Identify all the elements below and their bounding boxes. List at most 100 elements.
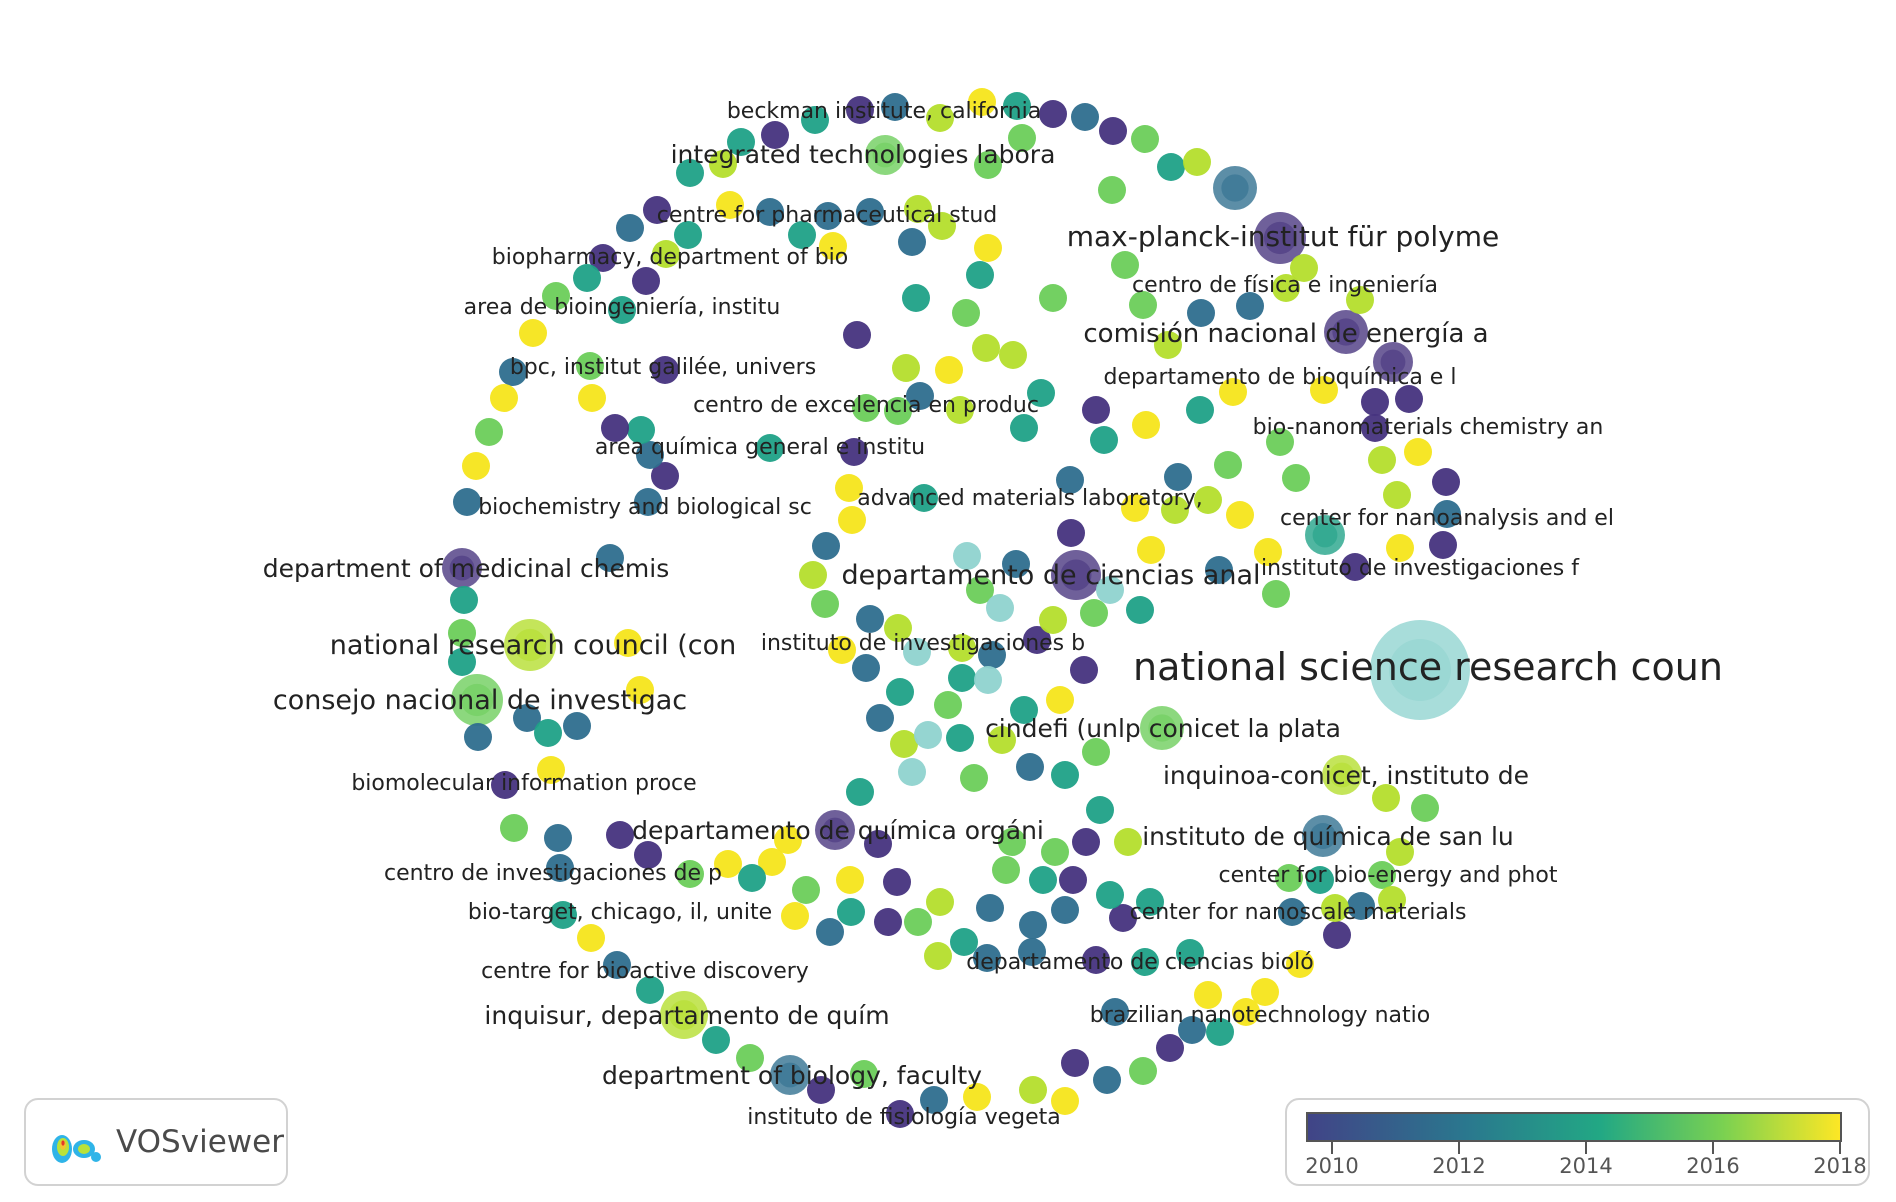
node[interactable] — [976, 894, 1004, 922]
node[interactable] — [948, 634, 976, 662]
node[interactable] — [1194, 981, 1222, 1009]
node[interactable] — [634, 841, 662, 869]
node[interactable] — [1275, 864, 1303, 892]
node[interactable] — [643, 196, 671, 224]
node[interactable] — [1395, 385, 1423, 413]
node[interactable] — [578, 384, 606, 412]
node[interactable] — [702, 1026, 730, 1054]
cluster-node[interactable] — [1023, 626, 1051, 654]
node[interactable] — [874, 908, 902, 936]
cluster-node[interactable] — [1131, 948, 1159, 976]
node[interactable] — [1156, 1034, 1184, 1062]
node[interactable] — [1194, 486, 1222, 514]
node[interactable] — [519, 319, 547, 347]
node[interactable] — [856, 605, 884, 633]
node[interactable] — [676, 860, 704, 888]
cluster-node[interactable] — [491, 771, 519, 799]
node[interactable] — [626, 676, 654, 704]
node[interactable] — [1099, 117, 1127, 145]
cluster-node[interactable] — [814, 202, 842, 230]
node[interactable] — [881, 93, 909, 121]
node[interactable] — [788, 221, 816, 249]
node[interactable] — [1286, 950, 1314, 978]
cluster-node[interactable] — [756, 434, 784, 462]
node[interactable] — [799, 561, 827, 589]
node[interactable] — [774, 826, 802, 854]
node[interactable] — [999, 341, 1027, 369]
node[interactable] — [1251, 978, 1279, 1006]
node[interactable] — [960, 764, 988, 792]
node[interactable] — [1306, 866, 1334, 894]
node[interactable] — [1164, 463, 1192, 491]
node[interactable] — [902, 284, 930, 312]
node[interactable] — [972, 334, 1000, 362]
node[interactable] — [1131, 125, 1159, 153]
node[interactable] — [738, 864, 766, 892]
node[interactable] — [1039, 100, 1067, 128]
node[interactable] — [1383, 481, 1411, 509]
node[interactable] — [1008, 124, 1036, 152]
node[interactable] — [1232, 998, 1260, 1026]
node[interactable] — [1082, 396, 1110, 424]
cluster-node[interactable] — [608, 296, 636, 324]
node[interactable] — [1046, 686, 1074, 714]
node[interactable] — [1070, 656, 1098, 684]
node[interactable] — [1039, 606, 1067, 634]
node[interactable] — [1096, 881, 1124, 909]
node[interactable] — [812, 532, 840, 560]
cluster-node[interactable] — [603, 951, 631, 979]
node[interactable] — [513, 704, 541, 732]
node[interactable] — [838, 506, 866, 534]
node[interactable] — [1266, 428, 1294, 456]
node[interactable] — [1361, 388, 1389, 416]
cluster-node[interactable] — [546, 854, 574, 882]
node[interactable] — [627, 416, 655, 444]
node[interactable] — [1186, 396, 1214, 424]
node[interactable] — [500, 814, 528, 842]
node[interactable] — [1059, 866, 1087, 894]
node[interactable] — [577, 924, 605, 952]
node[interactable] — [542, 282, 570, 310]
node[interactable] — [886, 678, 914, 706]
node[interactable] — [490, 384, 518, 412]
node[interactable] — [816, 918, 844, 946]
node[interactable] — [884, 614, 912, 642]
node[interactable] — [596, 544, 624, 572]
node[interactable] — [1114, 828, 1142, 856]
node[interactable] — [837, 898, 865, 926]
node[interactable] — [974, 234, 1002, 262]
node[interactable] — [1010, 414, 1038, 442]
node[interactable] — [1411, 794, 1439, 822]
cluster-node[interactable] — [1368, 861, 1396, 889]
node[interactable] — [756, 198, 784, 226]
cluster-node[interactable] — [1341, 553, 1369, 581]
cluster-node[interactable] — [651, 356, 679, 384]
node[interactable] — [914, 721, 942, 749]
node[interactable] — [1051, 761, 1079, 789]
node[interactable] — [850, 1060, 878, 1088]
node[interactable] — [674, 221, 702, 249]
node[interactable] — [1057, 519, 1085, 547]
node[interactable] — [573, 264, 601, 292]
node[interactable] — [1404, 438, 1432, 466]
node[interactable] — [1282, 464, 1310, 492]
node[interactable] — [1236, 292, 1264, 320]
node[interactable] — [898, 758, 926, 786]
node[interactable] — [998, 828, 1026, 856]
node[interactable] — [1096, 576, 1124, 604]
node[interactable] — [1187, 299, 1215, 327]
node[interactable] — [973, 944, 1001, 972]
node[interactable] — [1372, 784, 1400, 812]
node[interactable] — [835, 474, 863, 502]
node[interactable] — [807, 1076, 835, 1104]
node[interactable] — [1111, 251, 1139, 279]
node[interactable] — [792, 876, 820, 904]
node[interactable] — [1290, 254, 1318, 282]
node[interactable] — [801, 106, 829, 134]
node[interactable] — [978, 641, 1006, 669]
node[interactable] — [903, 638, 931, 666]
vosviewer-logo[interactable]: VOSviewer — [24, 1098, 288, 1186]
node[interactable] — [846, 96, 874, 124]
node[interactable] — [1129, 1057, 1157, 1085]
node[interactable] — [616, 214, 644, 242]
